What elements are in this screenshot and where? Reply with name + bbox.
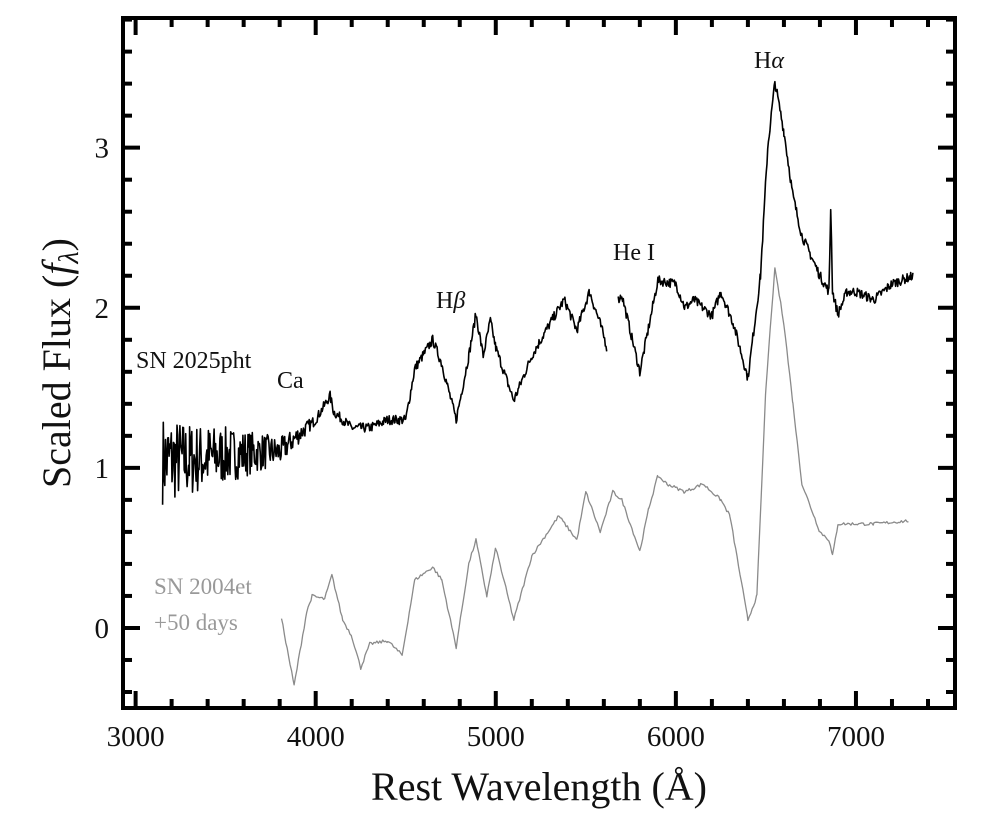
y-title-prefix: Scaled Flux ( [34,275,79,488]
y-title-suffix: ) [34,238,79,251]
hbeta-symbol: β [452,288,465,314]
x-tick-label: 7000 [827,721,885,753]
series-sn2004et-line [280,267,909,686]
annotation-sn2025pht: SN 2025pht [136,348,252,374]
x-tick-label: 4000 [287,721,345,753]
y-tick-label: 3 [95,133,110,165]
y-tick-label: 1 [95,453,110,485]
plot-frame [121,16,957,710]
y-tick-label: 0 [95,613,110,645]
x-axis-title: Rest Wavelength (Å) [371,764,707,809]
annotation-sn2004et-name: SN 2004et [154,574,252,599]
hbeta-h: H [436,288,453,314]
x-tick-label: 6000 [647,721,705,753]
axis-ticks: 3000 4000 5000 6000 7000 0 1 2 3 [95,17,955,753]
x-tick-label: 3000 [107,721,165,753]
annotation-sn2004et-epoch: +50 days [154,610,238,635]
halpha-h: H [754,48,771,74]
annotation-halpha: Hα [754,48,784,74]
series-sn2025pht-line [161,80,914,505]
y-title-sub: λ [54,251,85,264]
annotation-hbeta: Hβ [436,288,465,314]
series-group [161,80,914,686]
annotation-hei: He I [613,240,655,266]
halpha-symbol: α [771,48,784,74]
y-tick-label: 2 [95,293,110,325]
annotation-ca: Ca [277,368,304,394]
x-tick-label: 5000 [467,721,525,753]
y-axis-title: Scaled Flux (fλ) [34,238,85,488]
